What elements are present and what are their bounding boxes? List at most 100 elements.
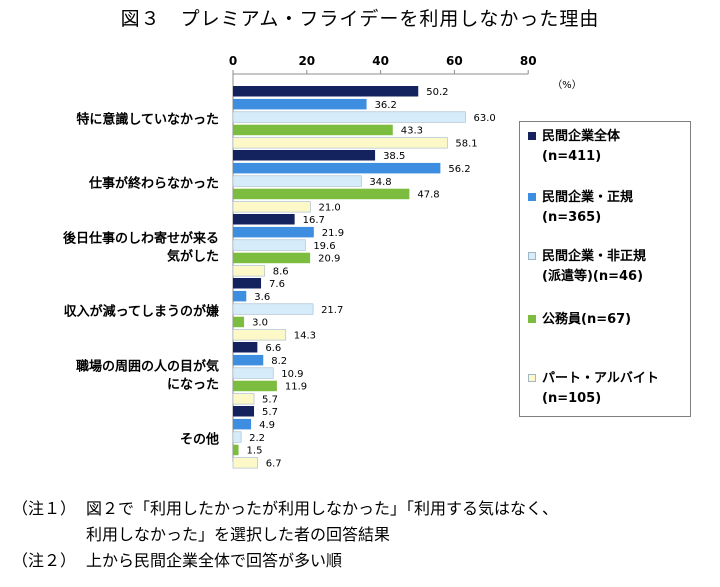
bar (233, 188, 410, 200)
category-label-line: 特に意識していなかった (76, 111, 219, 127)
data-label: 56.2 (448, 164, 470, 175)
legend-swatch (528, 132, 536, 140)
bar (233, 406, 255, 417)
data-label: 21.7 (321, 305, 343, 316)
category-label: 後日仕事のしわ寄せが来る気がした (63, 230, 219, 264)
data-label: 58.1 (455, 139, 477, 150)
category-label-line: 後日仕事のしわ寄せが来る (63, 230, 219, 246)
bar (232, 329, 287, 341)
bar (232, 431, 242, 443)
bar (233, 380, 277, 392)
legend-label: 民間企業全体 (n=411) (542, 129, 621, 164)
data-label: 11.9 (285, 382, 307, 393)
data-label: 43.3 (401, 126, 423, 137)
bar (233, 316, 245, 328)
note-label: （注１） (12, 499, 77, 518)
bar (233, 98, 367, 110)
note-label: （注２） (12, 551, 77, 570)
data-label: 8.6 (273, 267, 289, 278)
category-label-line: 職場の周囲の人の目が気 (76, 358, 219, 374)
data-label: 4.9 (259, 420, 275, 431)
bar (232, 367, 274, 379)
note-2: （注２） 上から民間企業全体で回答が多い順 (12, 548, 712, 574)
data-label: 36.2 (375, 100, 397, 111)
bar (233, 418, 252, 430)
note-1-continued: 利用しなかった」を選択した者の回答結果 (12, 522, 712, 548)
x-tick-label: 60 (446, 54, 463, 68)
data-label: 1.5 (247, 446, 263, 457)
bar (233, 278, 262, 289)
bar (232, 393, 255, 405)
data-label: 34.8 (369, 177, 391, 188)
note-1: （注１） 図２で「利用したかったが利用しなかった」「利用する気はなく、 (12, 496, 712, 522)
data-label: 3.6 (254, 292, 270, 303)
data-label: 8.2 (271, 356, 287, 367)
bar (233, 444, 239, 456)
data-label: 6.7 (266, 459, 282, 470)
legend-swatch (528, 193, 536, 201)
data-label: 10.9 (281, 369, 303, 380)
x-tick-label: 20 (298, 54, 315, 68)
data-label: 21.0 (318, 203, 340, 214)
note-text: 上から民間企業全体で回答が多い順 (86, 551, 343, 570)
bar (233, 290, 247, 302)
bar (232, 239, 306, 251)
category-label-line: 仕事が終わらなかった (88, 175, 219, 191)
legend-label: 民間企業・非正規 (派遣等)(n=46) (542, 249, 647, 284)
bar (233, 124, 393, 136)
legend-label: パート・アルバイト (n=105) (542, 371, 659, 406)
legend-label: 公務員(n=67) (542, 312, 632, 327)
chart-legend: 民間企業全体 (n=411) 民間企業・正規 (n=365) 民間企業・非正規 (派… (519, 121, 691, 417)
data-label: 2.2 (249, 433, 265, 444)
data-label: 16.7 (303, 215, 325, 226)
bar (233, 86, 419, 97)
legend-swatch (528, 315, 536, 323)
data-label: 6.6 (265, 343, 281, 354)
bar (233, 252, 311, 264)
category-label-line: 気がした (167, 248, 219, 264)
x-tick-label: 0 (229, 54, 237, 68)
data-label: 5.7 (262, 407, 278, 418)
data-label: 21.9 (322, 228, 344, 239)
bar (232, 457, 259, 469)
category-label: 特に意識していなかった (76, 111, 219, 127)
data-label: 14.3 (294, 331, 316, 342)
data-label: 5.7 (262, 395, 278, 406)
bar (233, 226, 314, 238)
data-label: 50.2 (426, 87, 448, 98)
x-tick-label: 40 (372, 54, 389, 68)
category-label: 仕事が終わらなかった (88, 175, 219, 191)
category-label: 職場の周囲の人の目が気になった (76, 358, 219, 392)
bar (232, 201, 311, 213)
bar (233, 354, 264, 366)
data-label: 7.6 (269, 279, 285, 290)
figure-title: 図３ プレミアム・フライデーを利用しなかった理由 (120, 8, 600, 30)
x-tick-label: 80 (520, 54, 537, 68)
category-label-line: 収入が減ってしまうのが嫌 (64, 303, 219, 319)
category-label: 収入が減ってしまうのが嫌 (64, 303, 219, 319)
legend-label: 民間企業・正規 (n=365) (542, 190, 634, 225)
category-label-line: その他 (180, 431, 219, 447)
legend-swatch (528, 374, 536, 382)
notes: （注１） 図２で「利用したかったが利用しなかった」「利用する気はなく、 利用しな… (12, 496, 712, 574)
category-label: その他 (180, 431, 219, 447)
legend-swatch (528, 252, 536, 260)
note-text: 図２で「利用したかったが利用しなかった」「利用する気はなく、 (86, 499, 559, 518)
bar-chart: 0 20 40 60 80 （%） 特に意識していなかった 50.2 36.2 63.0 43.3… (63, 54, 582, 470)
bar (232, 303, 314, 315)
bar (233, 162, 441, 174)
category-label-line: になった (167, 377, 219, 392)
bar (232, 111, 466, 123)
data-label: 47.8 (417, 190, 439, 201)
bar (232, 265, 266, 277)
note-text: 利用しなかった」を選択した者の回答結果 (86, 525, 391, 544)
data-label: 63.0 (473, 113, 495, 124)
bar (233, 342, 258, 353)
data-label: 20.9 (318, 254, 340, 265)
data-label: 3.0 (252, 318, 268, 329)
unit-label: （%） (552, 79, 582, 91)
bar (232, 137, 448, 149)
data-label: 19.6 (313, 241, 335, 252)
data-label: 38.5 (383, 151, 405, 162)
